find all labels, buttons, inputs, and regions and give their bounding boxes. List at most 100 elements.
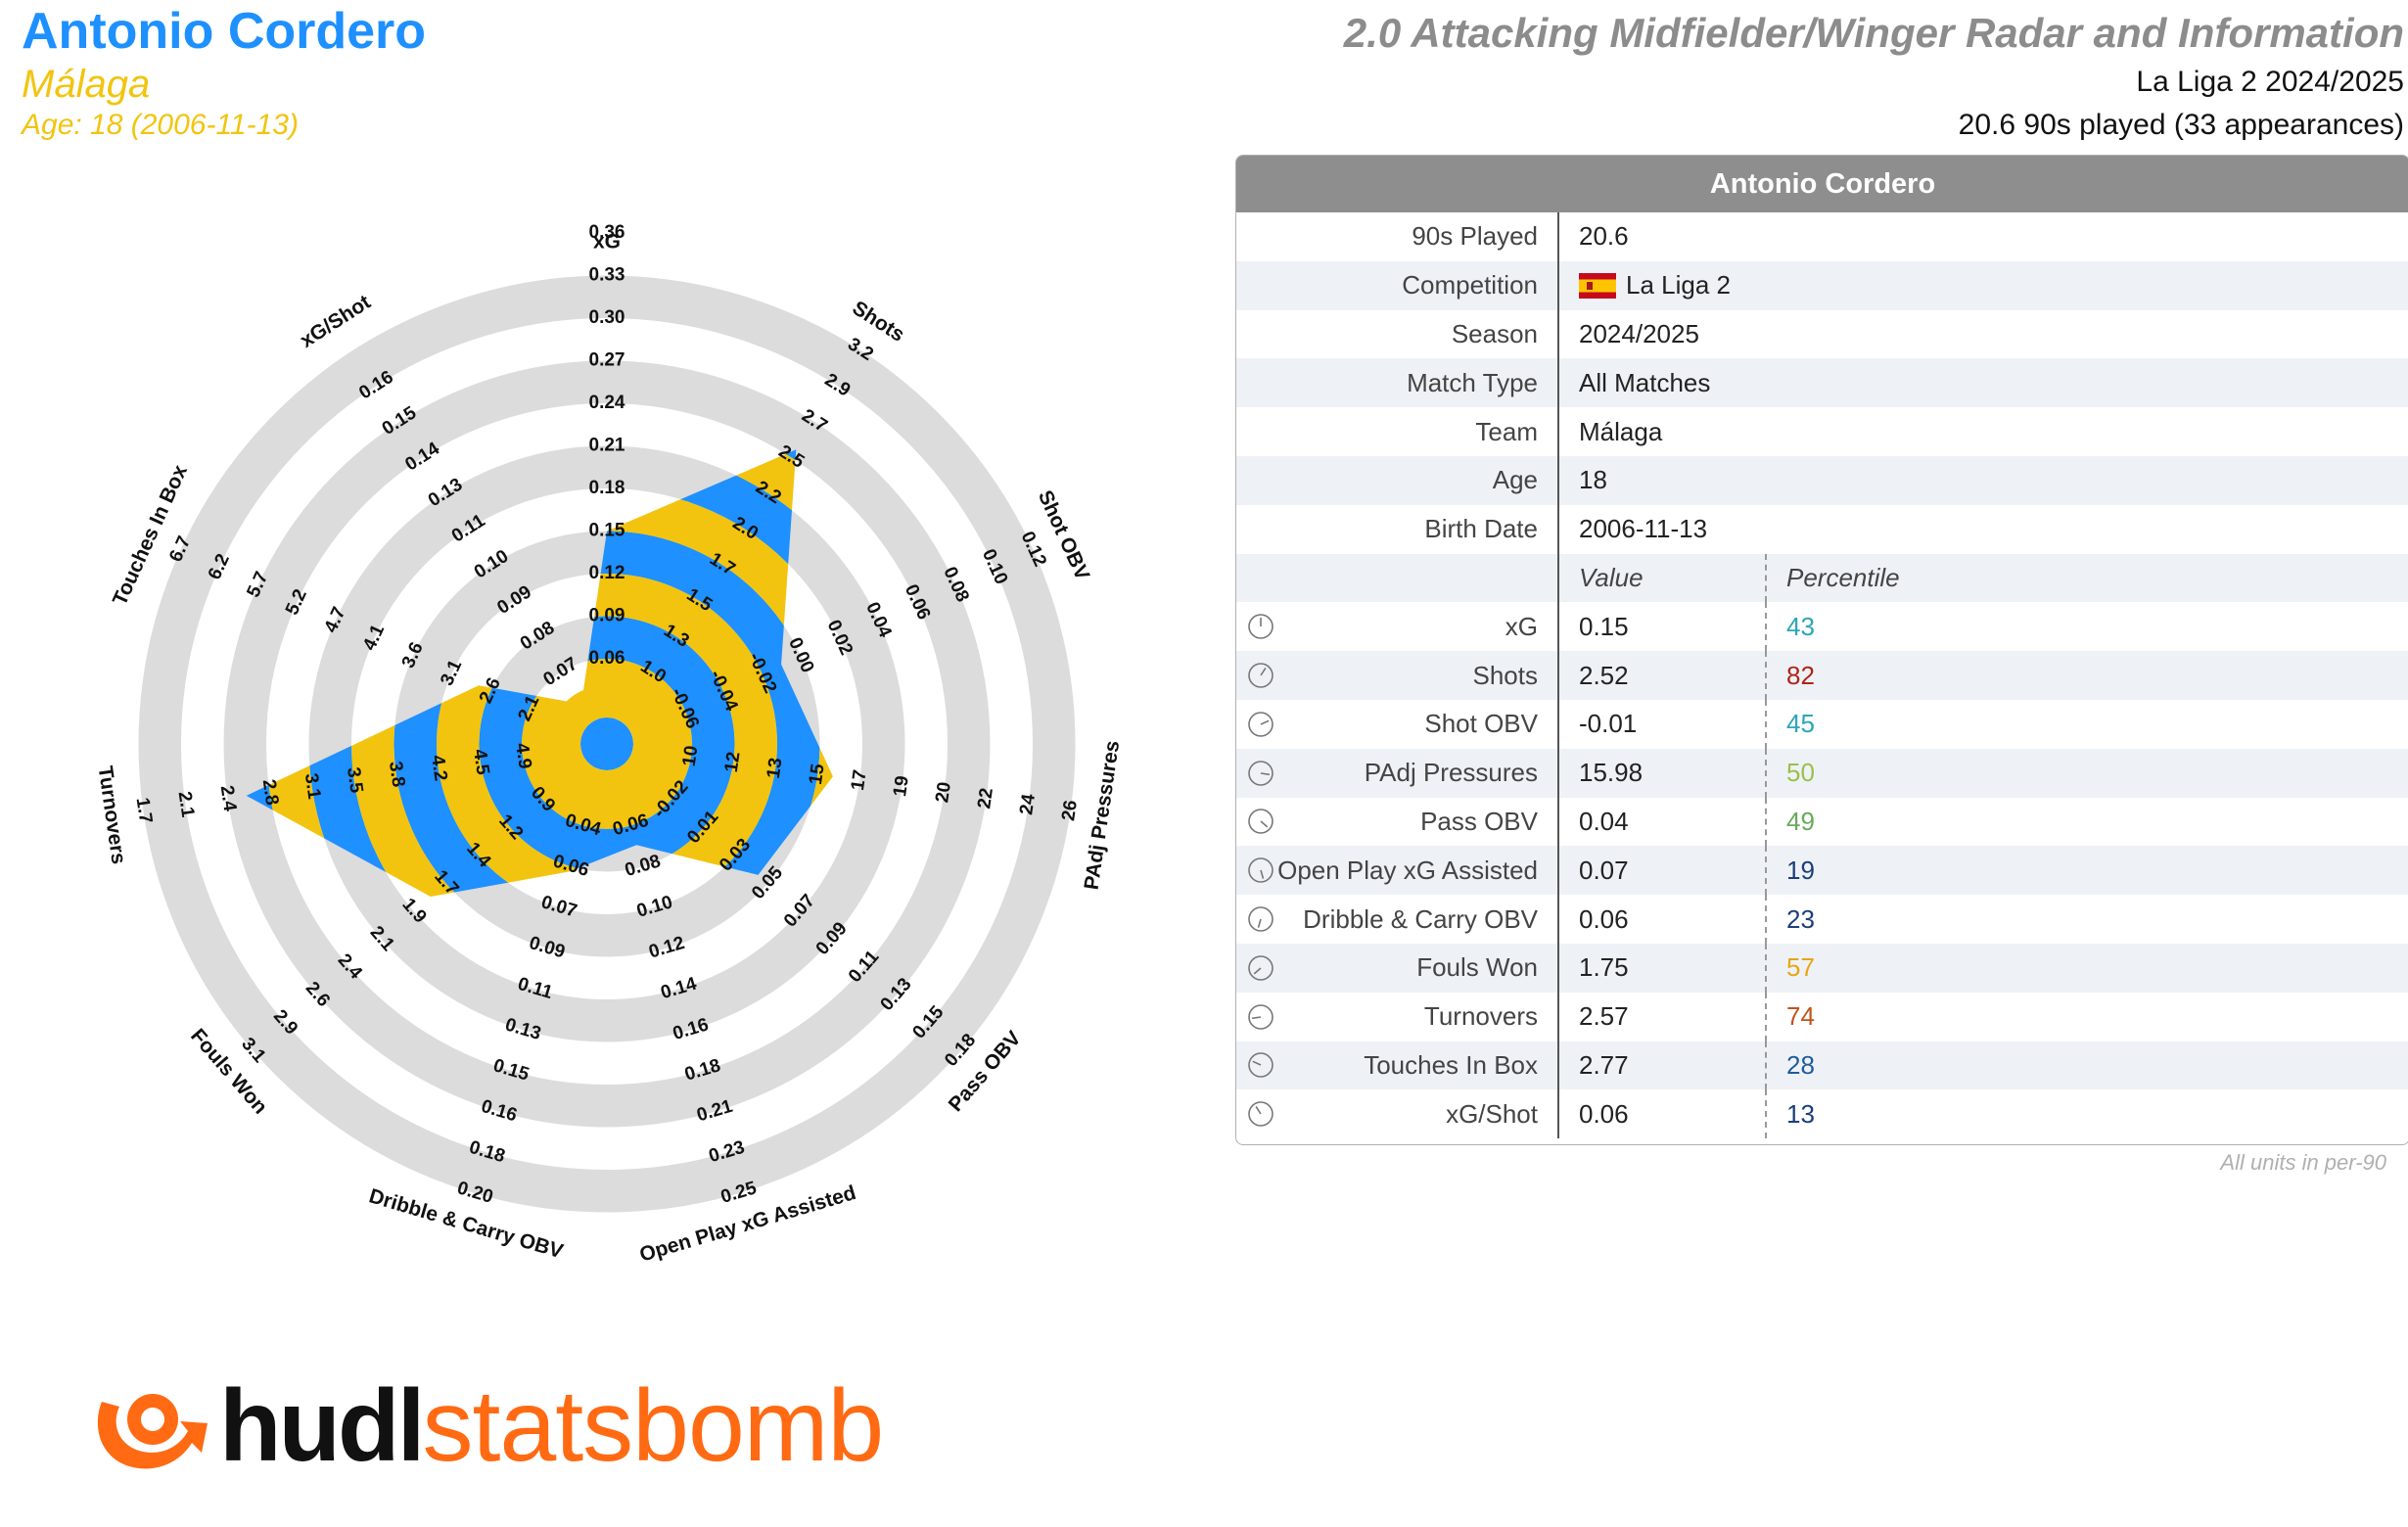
tick-label: 1.7 bbox=[132, 796, 157, 824]
axis-label: xG/Shot bbox=[297, 291, 375, 352]
stat-value: 0.07 bbox=[1579, 855, 1629, 885]
stat-percentile: 28 bbox=[1765, 1041, 1815, 1090]
tick-label: 2.8 bbox=[258, 778, 283, 807]
logo-mark-icon bbox=[97, 1394, 208, 1469]
stat-percentile: 82 bbox=[1765, 651, 1815, 700]
chart-title: 2.0 Attacking Midfielder/Winger Radar an… bbox=[1343, 10, 2404, 56]
stat-label-cell: Fouls Won bbox=[1236, 943, 1559, 993]
info-value-text: 20.6 bbox=[1579, 221, 1629, 252]
stat-label-cell: Touches In Box bbox=[1236, 1041, 1559, 1090]
tick-label: 2.4 bbox=[216, 784, 241, 813]
stat-dial-icon bbox=[1248, 614, 1273, 640]
stat-row: Dribble & Carry OBV 0.06 23 bbox=[1236, 895, 2408, 944]
info-label: Team bbox=[1236, 407, 1559, 456]
tick-label: 4.9 bbox=[511, 742, 535, 770]
tick-label: 13 bbox=[764, 757, 787, 780]
radar-center-ring bbox=[547, 684, 667, 804]
info-row: Age 18 bbox=[1236, 455, 2408, 505]
stat-percentile: 45 bbox=[1765, 699, 1815, 749]
stat-value: 2.77 bbox=[1579, 1049, 1629, 1080]
stat-dial-icon bbox=[1248, 760, 1273, 786]
column-header-row: Value Percentile bbox=[1236, 553, 2408, 603]
stat-row: Touches In Box 2.77 28 bbox=[1236, 1041, 2408, 1090]
player-band bbox=[479, 616, 735, 872]
stat-rows: xG 0.15 43 Shots 2.52 82 Shot OBV -0.01 45 PAdj P… bbox=[1236, 602, 2408, 1139]
stat-dial-icon bbox=[1248, 955, 1273, 981]
age-line: Age: 18 (2006-11-13) bbox=[22, 109, 299, 141]
info-label: Age bbox=[1236, 455, 1559, 505]
radar-ring bbox=[308, 445, 905, 1042]
stat-label-cell: Dribble & Carry OBV bbox=[1236, 895, 1559, 944]
stat-label-cell: Pass OBV bbox=[1236, 797, 1559, 847]
column-header-value: Value bbox=[1579, 562, 1644, 592]
stat-label-cell: xG bbox=[1236, 602, 1559, 652]
tick-label: 0.15 bbox=[589, 521, 625, 541]
tick-label: 2.1 bbox=[174, 790, 199, 819]
table-header: Antonio Cordero bbox=[1236, 156, 2408, 212]
stat-percentile: 13 bbox=[1765, 1089, 1815, 1139]
info-label: 90s Played bbox=[1236, 212, 1559, 261]
column-header-blank bbox=[1236, 553, 1559, 603]
info-row: Birth Date 2006-11-13 bbox=[1236, 504, 2408, 554]
player-band bbox=[522, 659, 692, 829]
stat-label: Dribble & Carry OBV bbox=[1303, 903, 1538, 934]
tick-label: 0.33 bbox=[589, 265, 625, 286]
tick-label: 15 bbox=[806, 763, 829, 786]
info-value: La Liga 2 bbox=[1559, 261, 2408, 310]
tick-label: 24 bbox=[1016, 792, 1040, 815]
info-label: Match Type bbox=[1236, 358, 1559, 408]
stat-row: Pass OBV 0.04 49 bbox=[1236, 797, 2408, 847]
info-value: All Matches bbox=[1559, 358, 2408, 407]
stat-dial-icon bbox=[1248, 1101, 1273, 1128]
stat-dial-icon bbox=[1248, 906, 1273, 932]
tick-label: 0.09 bbox=[589, 606, 625, 626]
competition-line: La Liga 2 2024/2025 bbox=[2136, 66, 2404, 98]
info-label: Birth Date bbox=[1236, 504, 1559, 554]
stat-label: xG/Shot bbox=[1446, 1098, 1538, 1129]
stat-value: 2.52 bbox=[1579, 660, 1629, 690]
info-value: 20.6 bbox=[1559, 212, 2408, 261]
stat-label-cell: Shot OBV bbox=[1236, 699, 1559, 749]
player-band bbox=[394, 531, 820, 897]
info-value-text: 18 bbox=[1579, 465, 1607, 495]
stat-label-cell: Open Play xG Assisted bbox=[1236, 846, 1559, 896]
stat-row: Turnovers 2.57 74 bbox=[1236, 992, 2408, 1041]
stat-row: PAdj Pressures 15.98 50 bbox=[1236, 748, 2408, 798]
stat-dial-icon bbox=[1248, 712, 1273, 737]
stat-label: Shot OBV bbox=[1424, 709, 1538, 739]
tick-label: 4.5 bbox=[469, 748, 493, 777]
column-header-percentile: Percentile bbox=[1765, 553, 1900, 603]
tick-label: 0.27 bbox=[589, 350, 625, 371]
info-label: Season bbox=[1236, 309, 1559, 359]
player-name: Antonio Cordero bbox=[22, 3, 427, 60]
tick-label: 0.24 bbox=[589, 393, 625, 413]
info-value-text: La Liga 2 bbox=[1626, 270, 1731, 301]
units-footnote: All units in per-90 bbox=[2220, 1150, 2386, 1175]
stat-percentile: 74 bbox=[1765, 992, 1815, 1041]
tick-label: 10 bbox=[679, 744, 703, 767]
tick-label: 3.1 bbox=[301, 772, 325, 802]
tick-label: 0.06 bbox=[589, 648, 625, 669]
radar-chart: 0.06 0.09 0.12 0.15 0.18 0.21 0.24 0.27 0.30 0.33… bbox=[94, 222, 1125, 1267]
tick-label: 12 bbox=[721, 751, 745, 774]
stat-label: Fouls Won bbox=[1416, 952, 1538, 983]
info-row: Season 2024/2025 bbox=[1236, 309, 2408, 359]
stat-label: Turnovers bbox=[1423, 1001, 1538, 1032]
stat-label: Pass OBV bbox=[1420, 806, 1538, 836]
stat-label: Touches In Box bbox=[1364, 1049, 1538, 1080]
stat-value: 15.98 bbox=[1579, 758, 1644, 788]
info-rows: 90s Played 20.6 Competition La Liga 2 Season… bbox=[1236, 212, 2408, 554]
info-row: Match Type All Matches bbox=[1236, 358, 2408, 408]
stat-value: 1.75 bbox=[1579, 952, 1629, 983]
stat-row: Open Play xG Assisted 0.07 19 bbox=[1236, 846, 2408, 896]
axis-label: Shot OBV bbox=[1034, 487, 1094, 584]
logo-text-statsbomb: statsbomb bbox=[422, 1368, 884, 1483]
info-label: Competition bbox=[1236, 260, 1559, 310]
tick-label: 20 bbox=[932, 780, 955, 804]
tick-label: 26 bbox=[1058, 799, 1082, 822]
stat-value: 0.06 bbox=[1579, 1098, 1629, 1129]
tick-label: 3.8 bbox=[385, 760, 409, 788]
info-table: Antonio Cordero 90s Played 20.6 Competitio… bbox=[1235, 155, 2408, 1145]
radar-ring bbox=[138, 275, 1076, 1213]
logo-text-hudl: hudl bbox=[219, 1368, 425, 1483]
